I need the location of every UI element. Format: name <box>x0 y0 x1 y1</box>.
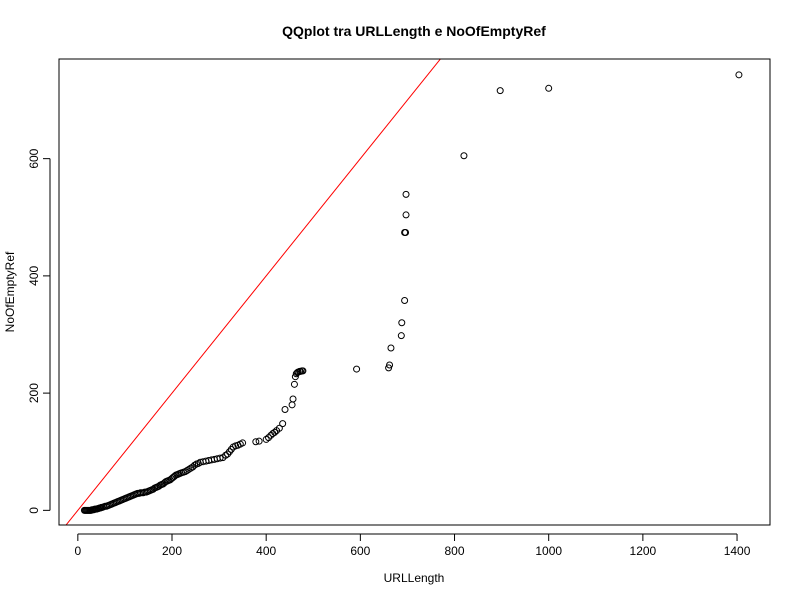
data-point <box>545 84 553 92</box>
data-point <box>265 434 273 442</box>
plot-area <box>58 58 771 526</box>
x-tick-label: 1000 <box>535 544 562 558</box>
y-tick-label: 600 <box>27 148 41 168</box>
x-tick-label: 800 <box>445 544 465 558</box>
data-point <box>194 459 202 467</box>
x-tick-label: 200 <box>162 544 182 558</box>
data-point <box>385 364 393 372</box>
data-point <box>289 395 297 403</box>
x-axis: 0 200 400 600 800 1000 1200 1400 <box>74 533 751 558</box>
data-point <box>402 211 410 219</box>
data-point <box>401 296 409 304</box>
data-point <box>185 465 193 473</box>
reference-line <box>65 59 442 525</box>
data-point <box>299 367 307 375</box>
data-point <box>397 332 405 340</box>
x-tick-label: 0 <box>74 544 81 558</box>
x-tick-label: 600 <box>350 544 370 558</box>
data-point <box>275 424 283 432</box>
data-point <box>271 428 279 436</box>
data-point <box>735 71 743 79</box>
data-point <box>288 401 296 409</box>
x-tick-label: 1200 <box>630 544 657 558</box>
data-point <box>386 361 394 369</box>
data-point <box>402 190 410 198</box>
y-tick-label: 400 <box>27 266 41 286</box>
y-tick-label: 200 <box>27 383 41 403</box>
x-tick-label: 1400 <box>724 544 751 558</box>
data-point <box>181 468 189 476</box>
data-points <box>80 71 743 514</box>
data-point <box>183 466 191 474</box>
y-axis: 0 200 400 600 <box>27 148 51 514</box>
data-point <box>402 229 410 237</box>
data-point <box>281 406 289 414</box>
data-point <box>255 437 263 445</box>
data-point <box>398 319 406 327</box>
x-axis-label: URLLength <box>384 571 445 585</box>
data-point <box>353 365 361 373</box>
data-point <box>460 152 468 160</box>
chart-title: QQplot tra URLLength e NoOfEmptyRef <box>282 23 546 39</box>
x-tick-label: 400 <box>256 544 276 558</box>
y-axis-label: NoOfEmptyRef <box>3 251 17 332</box>
data-point <box>191 461 199 469</box>
data-point <box>216 454 224 462</box>
data-point <box>290 380 298 388</box>
data-point <box>252 438 260 446</box>
data-point <box>496 87 504 95</box>
plot-frame <box>58 58 771 526</box>
data-point <box>387 344 395 352</box>
data-point <box>239 439 247 447</box>
data-point <box>279 420 287 428</box>
data-point <box>222 451 230 459</box>
y-tick-label: 0 <box>27 507 41 514</box>
